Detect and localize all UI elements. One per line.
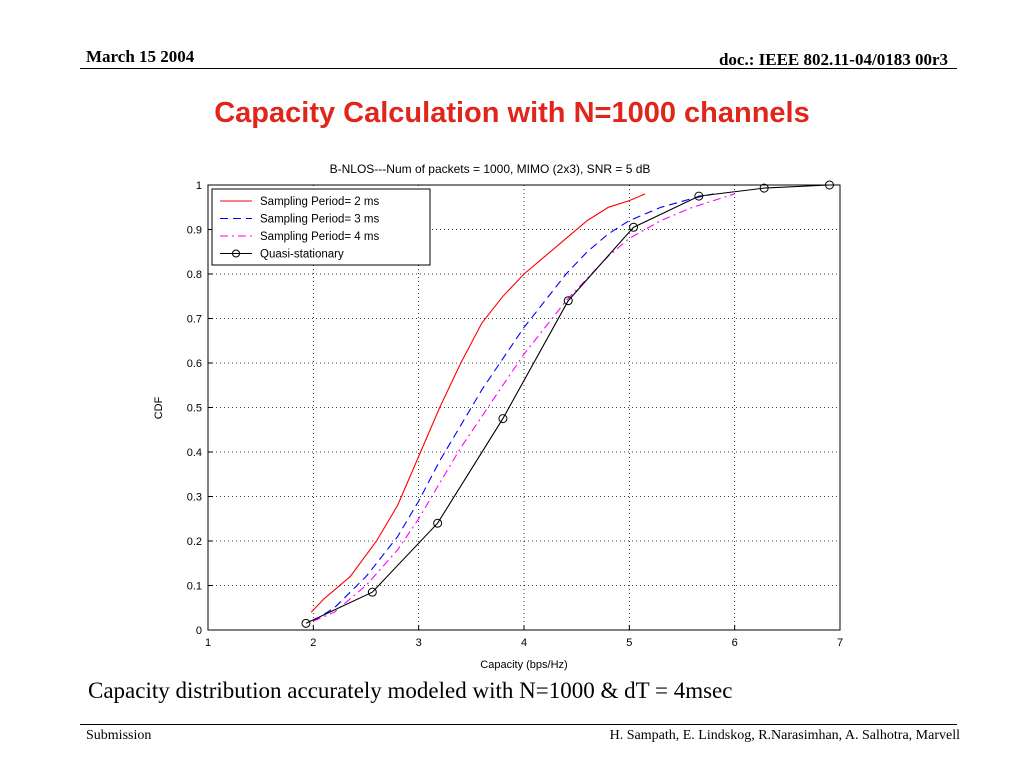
legend-label: Sampling Period= 2 ms	[260, 196, 379, 208]
data-point-marker	[433, 518, 443, 528]
x-tick-label: 4	[521, 637, 527, 649]
series-line-2	[313, 193, 714, 622]
data-point-marker	[694, 191, 704, 201]
cdf-chart: 1 2 3 4 5 6 7 0 0.1 0.2 0.3 0.4 0.5 0.6 0.7 0.8 0.9 1 B-N…	[153, 162, 843, 671]
x-tick-label: 6	[732, 637, 738, 649]
y-axis-label: CDF	[153, 396, 165, 419]
footer-authors: H. Sampath, E. Lindskog, R.Narasimhan, A…	[609, 728, 960, 743]
y-tick-label: 0.6	[187, 358, 202, 370]
y-tick-label: 0.5	[187, 403, 202, 415]
legend-label: Sampling Period= 4 ms	[260, 231, 379, 243]
x-tick-label: 5	[626, 637, 632, 649]
axis-ticks: 1 2 3 4 5 6 7 0 0.1 0.2 0.3 0.4 0.5 0.6 0.7 0.8 0.9 1	[187, 180, 843, 649]
legend-label: Quasi-stationary	[260, 249, 344, 261]
data-point-marker	[563, 296, 573, 306]
x-tick-label: 1	[205, 637, 211, 649]
series-line-1	[310, 193, 646, 613]
header-doc-id: doc.: IEEE 802.11-04/0183 00r3	[718, 50, 948, 69]
y-tick-label: 0.1	[187, 581, 202, 593]
y-tick-label: 0.2	[187, 536, 202, 548]
y-tick-label: 0.3	[187, 492, 202, 504]
data-point-marker	[367, 587, 377, 597]
y-tick-label: 0.4	[187, 447, 202, 459]
legend: Sampling Period= 2 ms Sampling Period= 3 …	[211, 188, 431, 266]
legend-box	[211, 188, 431, 266]
x-tick-label: 2	[310, 637, 316, 649]
slide-caption: Capacity distribution accurately modeled…	[88, 678, 733, 703]
footer-rule	[80, 724, 957, 725]
series-lines	[301, 180, 834, 628]
header-date: March 15 2004	[86, 47, 195, 66]
footer-left: Submission	[86, 728, 152, 743]
y-tick-label: 0	[196, 625, 202, 637]
data-point-marker	[629, 222, 639, 232]
y-tick-label: 1	[196, 180, 202, 192]
x-tick-label: 3	[416, 637, 422, 649]
y-tick-label: 0.7	[187, 314, 202, 326]
data-point-marker	[498, 414, 508, 424]
x-tick-label: 7	[837, 637, 843, 649]
legend-marker	[232, 249, 240, 258]
data-point-marker	[759, 183, 769, 193]
chart-title: B-NLOS---Num of packets = 1000, MIMO (2x…	[330, 162, 651, 176]
slide-title: Capacity Calculation with N=1000 channel…	[214, 97, 810, 129]
x-axis-label: Capacity (bps/Hz)	[480, 659, 567, 671]
data-point-marker	[301, 618, 311, 628]
y-tick-label: 0.9	[187, 225, 202, 237]
series-line-4	[305, 184, 830, 624]
legend-label: Sampling Period= 3 ms	[260, 214, 379, 226]
y-tick-label: 0.8	[187, 269, 202, 281]
header-rule	[80, 68, 957, 69]
series-line-3	[313, 193, 735, 622]
